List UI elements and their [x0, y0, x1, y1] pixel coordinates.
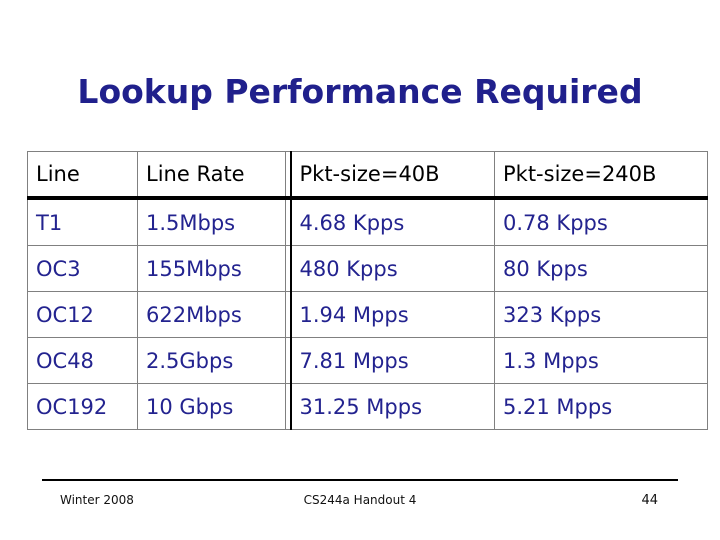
page-title: Lookup Performance Required — [77, 72, 643, 111]
cell-pkt-240b: 5.21 Mpps — [494, 383, 708, 430]
cell-line-rate: 1.5Mbps — [137, 197, 286, 246]
cell-line-rate: 155Mbps — [137, 245, 286, 292]
column-header-line: Line — [27, 151, 138, 200]
cell-pkt-40b: 7.81 Mpps — [290, 337, 495, 384]
table-row: OC192 10 Gbps 31.25 Mpps 5.21 Mpps — [27, 383, 708, 430]
cell-pkt-240b: 323 Kpps — [494, 291, 708, 338]
column-header-pkt-size-240b: Pkt-size=240B — [494, 151, 708, 200]
cell-pkt-240b: 0.78 Kpps — [494, 197, 708, 246]
footer-page-number: 44 — [641, 493, 658, 508]
footer-rule — [42, 479, 678, 481]
cell-pkt-40b: 480 Kpps — [290, 245, 495, 292]
column-header-line-rate: Line Rate — [137, 151, 286, 200]
column-divider — [285, 383, 292, 430]
cell-line: OC192 — [27, 383, 138, 430]
table-header-row: Line Line Rate Pkt-size=40B Pkt-size=240… — [27, 151, 708, 200]
table-row: OC12 622Mbps 1.94 Mpps 323 Kpps — [27, 291, 708, 338]
column-divider — [285, 151, 292, 200]
table-row: OC48 2.5Gbps 7.81 Mpps 1.3 Mpps — [27, 337, 708, 384]
cell-line-rate: 10 Gbps — [137, 383, 286, 430]
cell-pkt-240b: 1.3 Mpps — [494, 337, 708, 384]
table-row: T1 1.5Mbps 4.68 Kpps 0.78 Kpps — [27, 197, 708, 246]
cell-line: OC48 — [27, 337, 138, 384]
cell-pkt-40b: 31.25 Mpps — [290, 383, 495, 430]
cell-pkt-40b: 4.68 Kpps — [290, 197, 495, 246]
cell-line-rate: 622Mbps — [137, 291, 286, 338]
lookup-performance-table: Line Line Rate Pkt-size=40B Pkt-size=240… — [27, 151, 708, 430]
footer-term: Winter 2008 — [60, 493, 134, 507]
table-row: OC3 155Mbps 480 Kpps 80 Kpps — [27, 245, 708, 292]
column-header-pkt-size-40b: Pkt-size=40B — [290, 151, 495, 200]
footer-handout: CS244a Handout 4 — [303, 493, 417, 507]
cell-pkt-40b: 1.94 Mpps — [290, 291, 495, 338]
cell-line: T1 — [27, 197, 138, 246]
cell-pkt-240b: 80 Kpps — [494, 245, 708, 292]
cell-line-rate: 2.5Gbps — [137, 337, 286, 384]
cell-line: OC3 — [27, 245, 138, 292]
cell-line: OC12 — [27, 291, 138, 338]
